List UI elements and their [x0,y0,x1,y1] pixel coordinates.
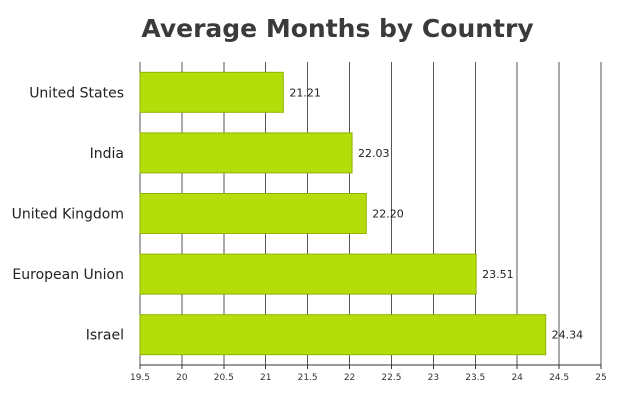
x-tick-label: 21 [260,373,271,383]
value-label: 23.51 [482,268,514,281]
bar [139,71,284,113]
bars [139,71,547,356]
x-tick-label: 22.5 [381,373,401,383]
category-label: India [90,146,124,162]
x-tick-label: 23 [428,373,439,383]
labels: United States 21.21 India 22.03 United Kingd… [12,85,584,343]
bar [139,253,477,295]
value-label: 21.21 [289,86,321,99]
bar [139,314,547,356]
x-tick-label: 22 [344,373,355,383]
value-label: 22.03 [358,147,390,160]
category-label: United Kingdom [12,207,124,223]
chart-title: Average Months by Country [141,14,534,43]
x-tick-label: 19.5 [130,373,150,383]
x-tick-label: 20 [176,373,188,383]
value-label: 24.34 [552,329,584,342]
category-label: European Union [12,267,124,283]
x-tick-label: 20.5 [214,373,234,383]
x-tick-label: 24 [511,373,523,383]
x-axis: 19.5 20 20.5 21 21.5 22 22.5 23 23.5 24 24.5 25 [130,364,607,383]
category-label: Israel [86,328,124,344]
x-tick-label: 25 [595,373,606,383]
x-tick-label: 24.5 [549,373,569,383]
category-label: United States [29,85,124,101]
bar [139,193,367,234]
x-tick-label: 23.5 [465,373,485,383]
value-label: 22.20 [372,208,404,221]
bar [139,132,353,174]
x-tick-label: 21.5 [298,373,318,383]
